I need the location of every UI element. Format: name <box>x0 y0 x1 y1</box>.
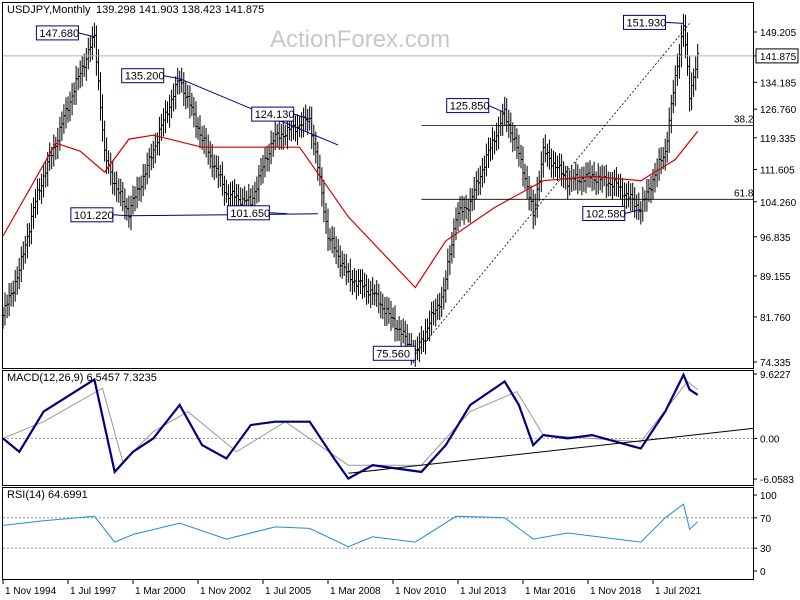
rsi-title: RSI(14) 64.6991 <box>7 489 88 501</box>
pivot-label-leader <box>665 21 684 24</box>
pivot-label: 147.680 <box>39 28 79 40</box>
time-axis-label: 1 Jul 2021 <box>655 586 702 597</box>
price-axis-label: 141.875 <box>760 52 797 63</box>
pivot-label-leader <box>163 75 180 80</box>
pivot-label-leader <box>78 32 95 38</box>
axes-layer: 149.205 141.875 134.185 126.760 119.335 111.6… <box>2 28 799 597</box>
price-axis-label: 89.155 <box>760 272 791 283</box>
pivot-label-leader <box>293 113 310 120</box>
moving-average-line <box>2 130 699 289</box>
price-axis-label: 96.835 <box>760 233 791 244</box>
price-axis-label: 149.205 <box>760 28 797 39</box>
price-axis-label: 74.335 <box>760 358 791 369</box>
time-axis-label: 1 Mar 2008 <box>330 586 381 597</box>
macd-trendline <box>348 427 754 474</box>
time-axis-label: 1 Nov 2002 <box>200 586 252 597</box>
price-axis-label: 134.185 <box>760 78 797 89</box>
price-axis-label: 81.760 <box>760 313 791 324</box>
macd-title: MACD(12,26,9) 6.5457 7.3235 <box>7 372 157 384</box>
pivot-label-leader <box>112 214 129 217</box>
time-axis-label: 1 Mar 2000 <box>135 586 186 597</box>
watermark: ActionForex.com <box>270 26 450 53</box>
rsi-panel <box>2 487 754 580</box>
pivot-label: 151.930 <box>627 17 667 29</box>
pivot-label: 101.220 <box>74 210 114 222</box>
pivot-label: 102.580 <box>586 209 626 221</box>
rsi-axis-label: 0 <box>760 567 766 578</box>
time-axis-label: 1 Nov 1994 <box>5 586 57 597</box>
macd-axis-label: 9.6227 <box>760 370 791 381</box>
rsi-line <box>2 503 699 548</box>
fib-level-label: 38.2 <box>734 114 754 125</box>
rsi-axis-label: 100 <box>760 491 777 502</box>
macd-axis-label: 0.00 <box>760 434 780 445</box>
price-axis-label: 111.605 <box>760 166 795 177</box>
price-layer: 38.2 61.8 147.680 135.200 124.130 101.220 101.… <box>1 13 754 367</box>
chart-ohlc: 139.298 141.903 138.423 141.875 <box>96 4 264 16</box>
pivot-label: 101.650 <box>230 208 270 220</box>
pivot-label-leader <box>624 209 641 214</box>
macd-axis-label: -6.0583 <box>760 475 794 486</box>
price-axis-label: 104.260 <box>760 198 797 209</box>
time-axis-label: 1 Jul 1997 <box>70 586 117 597</box>
pivot-label: 75.560 <box>376 348 410 360</box>
time-axis-label: 1 Nov 2018 <box>590 586 642 597</box>
pivot-label: 135.200 <box>125 71 165 83</box>
macd-signal-line <box>2 380 699 466</box>
fib-level-label: 61.8 <box>734 188 754 199</box>
rsi-axis-label: 70 <box>760 514 772 525</box>
pivot-label-leader <box>488 105 505 114</box>
macd-panel <box>2 370 754 486</box>
price-panel <box>2 2 754 369</box>
current-price-badge <box>755 48 799 64</box>
pivot-label: 125.850 <box>450 101 490 113</box>
rsi-axis-label: 30 <box>760 544 772 555</box>
time-axis-label: 1 Mar 2016 <box>525 586 576 597</box>
pivot-label: 124.130 <box>255 109 295 121</box>
time-axis-label: 1 Jul 2005 <box>265 586 312 597</box>
macd-line <box>2 372 699 481</box>
time-axis-label: 1 Jul 2013 <box>460 586 507 597</box>
macd-layer: MACD(12,26,9) 6.5457 7.3235 <box>2 372 754 481</box>
pivot-label-leader <box>269 212 288 215</box>
rsi-layer: RSI(14) 64.6991 <box>2 489 753 549</box>
chart-symbol: USDJPY,Monthly <box>7 4 91 16</box>
price-axis-label: 126.760 <box>760 105 797 116</box>
price-axis-label: 119.335 <box>760 134 796 145</box>
time-axis-label: 1 Nov 2010 <box>395 586 447 597</box>
